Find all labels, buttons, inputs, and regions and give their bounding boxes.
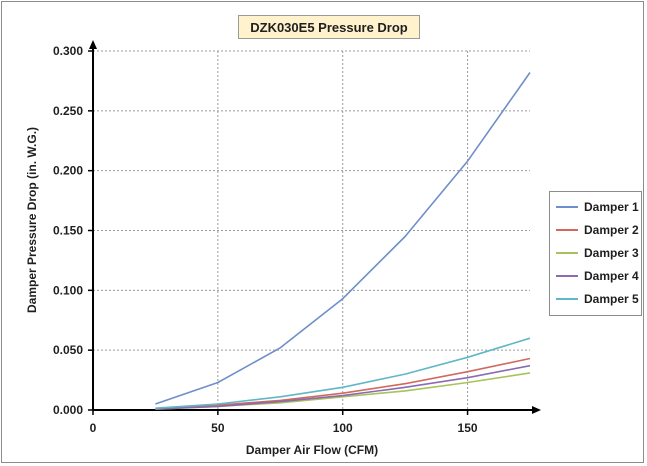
y-tick-label: 0.200 [53, 164, 83, 178]
legend-swatch [556, 229, 578, 231]
legend: Damper 1 Damper 2 Damper 3 Damper 4 Damper 5 [549, 191, 642, 316]
x-tick-label: 0 [90, 421, 97, 435]
legend-swatch [556, 206, 578, 208]
series-line-damper-5 [155, 337, 531, 409]
legend-swatch [556, 298, 578, 300]
y-axis-title: Damper Pressure Drop (in. W.G.) [25, 127, 39, 313]
legend-swatch [556, 252, 578, 254]
legend-label: Damper 3 [584, 246, 639, 260]
series-line-damper-2 [155, 357, 531, 410]
legend-label: Damper 1 [584, 200, 639, 214]
x-tick-label: 150 [458, 421, 478, 435]
x-axis-title: Damper Air Flow (CFM) [246, 443, 378, 457]
legend-item-damper-2: Damper 2 [556, 220, 639, 240]
y-tick-label: 0.050 [53, 343, 83, 357]
legend-item-damper-5: Damper 5 [556, 289, 639, 309]
legend-swatch [556, 275, 578, 277]
legend-label: Damper 2 [584, 223, 639, 237]
series-line-damper-4 [155, 364, 531, 410]
y-tick-label: 0.250 [53, 104, 83, 118]
y-tick-label: 0.150 [53, 224, 83, 238]
legend-label: Damper 5 [584, 292, 639, 306]
y-tick-label: 0.000 [53, 403, 83, 417]
y-tick-label: 0.100 [53, 283, 83, 297]
legend-item-damper-4: Damper 4 [556, 266, 639, 286]
legend-item-damper-1: Damper 1 [556, 197, 639, 217]
y-tick-label: 0.300 [53, 44, 83, 58]
legend-label: Damper 4 [584, 269, 639, 283]
x-axis-arrow [532, 406, 541, 414]
chart-title: DZK030E5 Pressure Drop [238, 15, 420, 39]
legend-item-damper-3: Damper 3 [556, 243, 639, 263]
y-axis-arrow [89, 40, 97, 49]
x-tick-label: 100 [333, 421, 353, 435]
series-line-damper-1 [155, 72, 531, 405]
x-tick-label: 50 [211, 421, 225, 435]
